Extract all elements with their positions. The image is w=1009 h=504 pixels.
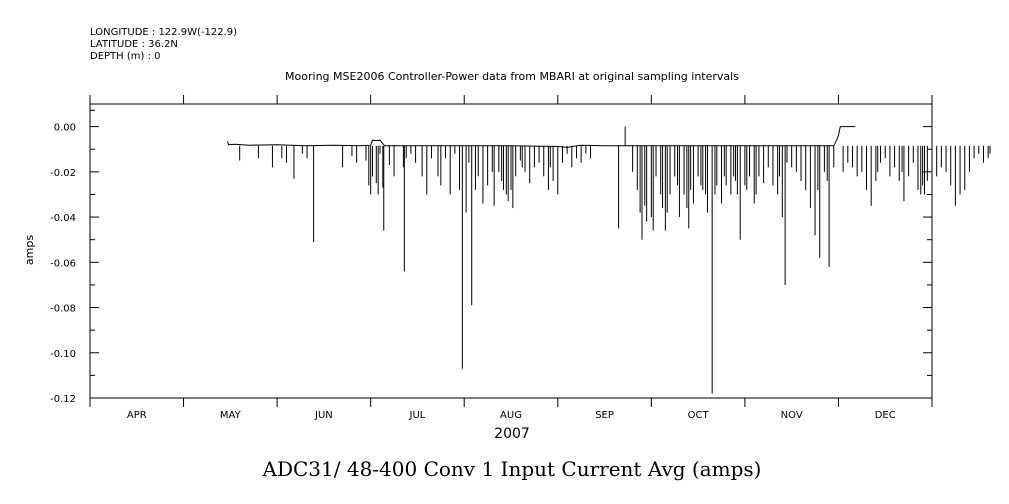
x-axis: APR MAY JUN JUL AUG SEP OCT NOV DEC <box>89 95 933 421</box>
series-line <box>227 126 856 148</box>
x-axis-label: 2007 <box>494 426 530 442</box>
depth-label: DEPTH (m) : 0 <box>90 51 161 62</box>
y-tick-label: 0.00 <box>54 123 76 134</box>
y-tick-label: -0.04 <box>50 213 76 224</box>
spike-series <box>239 126 991 394</box>
longitude-label: LONGITUDE : 122.9W(-122.9) <box>90 27 237 38</box>
plot-frame <box>89 103 933 399</box>
y-tick-label: -0.10 <box>50 349 76 360</box>
x-tick-label: SEP <box>595 410 614 421</box>
y-tick-label: -0.02 <box>50 168 76 179</box>
x-tick-label: APR <box>127 410 147 421</box>
variable-label: ADC31/ 48-400 Conv 1 Input Current Avg (… <box>262 457 762 481</box>
x-tick-label: JUL <box>409 410 426 421</box>
y-axis-label: amps <box>23 235 36 265</box>
x-tick-label: OCT <box>688 410 710 421</box>
x-tick-label: AUG <box>500 410 522 421</box>
y-axis: 0.00 -0.02 -0.04 -0.06 -0.08 -0.10 -0.12 <box>50 109 932 405</box>
x-tick-label: JUN <box>314 410 333 421</box>
y-tick-label: -0.06 <box>50 258 76 269</box>
x-tick-label: DEC <box>875 410 896 421</box>
x-tick-label: MAY <box>220 410 242 421</box>
latitude-label: LATITUDE : 36.2N <box>90 39 178 50</box>
y-tick-label: -0.08 <box>50 304 76 315</box>
chart-title: Mooring MSE2006 Controller-Power data fr… <box>285 70 739 83</box>
x-tick-label: NOV <box>781 410 803 421</box>
y-tick-label: -0.12 <box>50 394 76 405</box>
